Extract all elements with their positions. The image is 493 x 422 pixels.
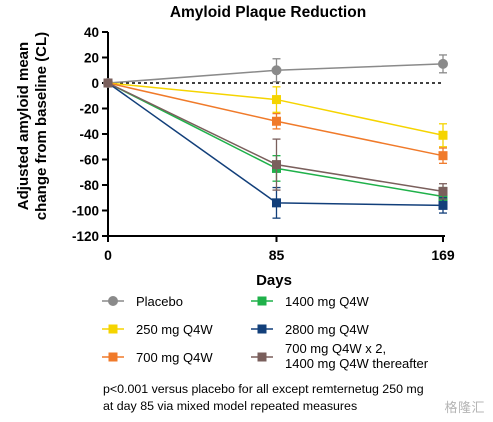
series-2 bbox=[103, 78, 448, 148]
y-tick-label: -60 bbox=[79, 153, 99, 168]
footnote: p<0.001 versus placebo for all except re… bbox=[103, 381, 483, 415]
data-point bbox=[438, 151, 448, 161]
y-tick-label: 0 bbox=[91, 76, 99, 91]
legend-label: 1400 mg Q4W bbox=[285, 294, 370, 309]
legend-marker bbox=[108, 324, 118, 334]
data-point bbox=[438, 186, 448, 196]
legend-marker bbox=[257, 296, 267, 306]
series-6 bbox=[103, 78, 448, 200]
legend-marker bbox=[108, 352, 118, 362]
data-point bbox=[271, 198, 281, 208]
legend-item-6: 700 mg Q4W x 2,1400 mg Q4W thereafter bbox=[251, 341, 429, 371]
y-tick-label: 40 bbox=[84, 25, 99, 40]
legend-label: 250 mg Q4W bbox=[136, 322, 213, 337]
x-tick-label: 85 bbox=[269, 247, 285, 263]
data-point bbox=[438, 200, 448, 210]
y-tick-label: -100 bbox=[72, 204, 99, 219]
legend-marker bbox=[257, 352, 267, 362]
y-tick-label: 20 bbox=[84, 51, 99, 66]
data-point bbox=[438, 130, 448, 140]
y-axis-label-line-2: change from baseline (CL) bbox=[33, 32, 50, 220]
legend-item-3: 700 mg Q4W bbox=[102, 350, 213, 365]
y-tick-label: -20 bbox=[79, 102, 99, 117]
y-axis-label: Adjusted amyloid mean change from baselin… bbox=[15, 32, 50, 220]
legend-marker bbox=[108, 296, 118, 306]
x-tick-label: 169 bbox=[431, 247, 455, 263]
data-point bbox=[271, 160, 281, 170]
legend-item-5: 2800 mg Q4W bbox=[251, 322, 370, 337]
data-point bbox=[271, 95, 281, 105]
legend-label: 1400 mg Q4W thereafter bbox=[285, 356, 429, 371]
legend-label: 700 mg Q4W x 2, bbox=[285, 341, 386, 356]
legend-marker bbox=[257, 324, 267, 334]
legend-label: 2800 mg Q4W bbox=[285, 322, 370, 337]
legend: Placebo 250 mg Q4W 700 mg Q4W 1400 mg Q4W 28… bbox=[102, 294, 429, 371]
legend-label: Placebo bbox=[136, 294, 183, 309]
data-point bbox=[271, 65, 282, 76]
y-tick-label: -120 bbox=[72, 229, 99, 244]
footnote-line-2: at day 85 via mixed model repeated measu… bbox=[103, 399, 358, 413]
y-axis-label-line-1: Adjusted amyloid mean bbox=[15, 42, 32, 210]
series-group bbox=[103, 54, 448, 219]
footnote-line-1: p<0.001 versus placebo for all except re… bbox=[103, 382, 424, 396]
series-3 bbox=[103, 78, 448, 164]
axes: 40 20 0 -20 -40 -60 -80 -100 -120 0 85 169 bbox=[72, 25, 455, 263]
legend-item-4: 1400 mg Q4W bbox=[251, 294, 370, 309]
legend-label: 700 mg Q4W bbox=[136, 350, 213, 365]
data-point bbox=[103, 78, 113, 88]
data-point bbox=[271, 116, 281, 126]
chart-title: Amyloid Plaque Reduction bbox=[170, 4, 366, 21]
y-tick-label: -80 bbox=[79, 178, 99, 193]
y-tick-label: -40 bbox=[79, 127, 99, 142]
legend-item-2: 250 mg Q4W bbox=[102, 322, 213, 337]
x-tick-label: 0 bbox=[104, 247, 112, 263]
legend-item-1: Placebo bbox=[102, 294, 183, 309]
data-point bbox=[438, 58, 448, 69]
x-axis-label: Days bbox=[256, 272, 292, 289]
watermark: 格隆汇 bbox=[444, 400, 485, 415]
